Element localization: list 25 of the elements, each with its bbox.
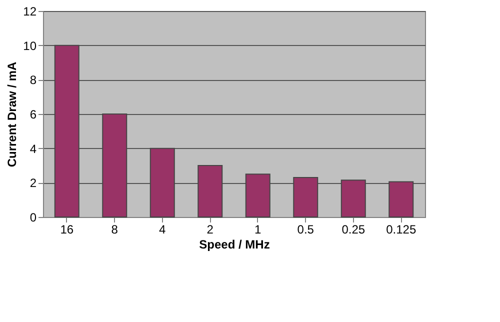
y-tick-label: 8: [30, 73, 37, 88]
x-axis-title: Speed / MHz: [199, 238, 270, 252]
bar: [293, 177, 318, 218]
x-tick-label: 2: [206, 222, 214, 236]
y-tick-label: 10: [23, 38, 37, 53]
x-tick-label: 0.25: [342, 222, 366, 236]
y-axis-title: Current Draw / mA: [5, 61, 20, 168]
x-tick-label: 0.125: [386, 222, 416, 236]
bar: [340, 180, 366, 218]
x-tick-label: 1: [254, 222, 262, 236]
y-tick-label: 0: [30, 210, 37, 224]
x-tick-label: 8: [111, 222, 118, 236]
bar: [150, 148, 175, 218]
y-tick-label: 2: [30, 176, 37, 190]
bar: [245, 174, 270, 218]
bar: [388, 181, 414, 218]
y-tick-label: 4: [30, 142, 37, 156]
bar: [54, 44, 80, 218]
x-tick-label: 16: [60, 222, 74, 236]
bar: [102, 114, 128, 218]
x-tick-label: 4: [159, 222, 166, 236]
y-tick-label: 12: [23, 4, 37, 18]
y-tick-label: 6: [30, 108, 37, 122]
x-tick-label: 0.5: [297, 222, 314, 236]
bar: [198, 165, 223, 218]
